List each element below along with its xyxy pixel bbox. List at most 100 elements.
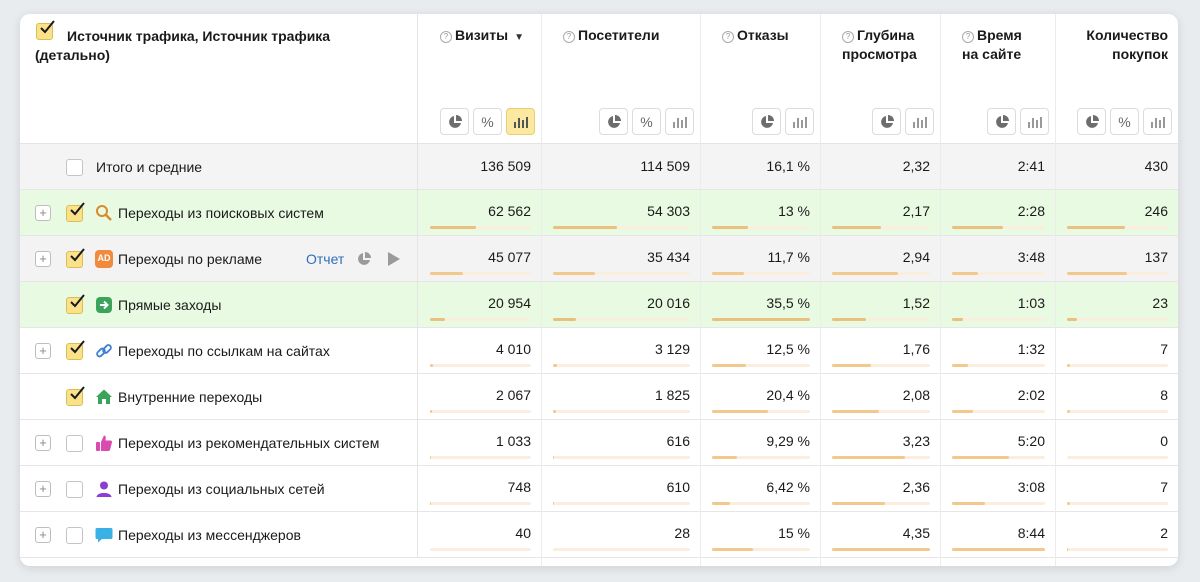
cell-value: 2,94 [902,249,930,265]
column-title-purchases[interactable]: Количество покупок [1086,26,1168,64]
row-label[interactable]: Переходы из рекомендательных систем [118,435,380,451]
cell-value: 0 [1160,433,1168,449]
column-title-visits[interactable]: ? Визиты ▼ [440,26,524,47]
report-link[interactable]: Отчет [306,251,345,267]
table-row[interactable]: Внутренние переходы 2 067 1 825 20,4 % 2,08 2… [20,374,1178,420]
cell-bar [553,410,690,413]
cell-value: 28 [674,525,690,541]
total-checkbox[interactable] [66,159,83,176]
table-row[interactable]: Прямые заходы 20 954 20 016 35,5 % 1,52 1:03 2… [20,282,1178,328]
row-label[interactable]: Прямые заходы [118,297,222,313]
cell-visits: 20 954 [418,282,541,328]
cell-bar-fill [712,364,747,367]
pie-chart-button[interactable] [1077,108,1106,135]
table-row[interactable]: + Переходы по ссылкам на сайтах 4 010 3 129… [20,328,1178,374]
cell-value: 3 129 [654,341,690,357]
cell-depth: 2,94 [820,236,940,282]
help-icon[interactable]: ? [962,31,974,43]
table-row[interactable]: + Переходы из социальных сетей 748 610 6,42 … [20,466,1178,512]
row-checkbox[interactable] [66,294,85,314]
pie-chart-button[interactable] [599,108,628,135]
row-label[interactable]: Переходы по рекламе [118,251,263,267]
cell-bar-fill [553,456,555,459]
row-label[interactable]: Переходы по ссылкам на сайтах [118,343,330,359]
help-icon[interactable]: ? [440,31,452,43]
checkmark-icon [70,386,85,400]
bar-chart-button[interactable] [506,108,535,135]
help-icon[interactable]: ? [842,31,854,43]
bar-chart-button[interactable] [1143,108,1172,135]
expand-button[interactable]: + [35,205,51,221]
link-icon [95,342,113,360]
cell-value: 610 [666,479,690,495]
row-label[interactable]: Переходы из социальных сетей [118,481,325,497]
table-row[interactable]: + Переходы из поисковых систем 62 562 54 30… [20,190,1178,236]
cell-bar-fill [430,272,464,275]
cell-value: 35,5 % [766,295,810,311]
pie-chart-button[interactable] [987,108,1016,135]
expand-button[interactable]: + [35,481,51,497]
column-title-depth[interactable]: ? Глубина просмотра [842,26,917,64]
cell-bar-fill [832,226,881,229]
bar-chart-button[interactable] [1020,108,1049,135]
bar-chart-button[interactable] [665,108,694,135]
row-dimension: Внутренние переходы [20,374,418,420]
pie-chart-button[interactable] [440,108,469,135]
table-row[interactable]: + Переходы из рекомендательных систем 1 03… [20,420,1178,466]
row-checkbox[interactable] [66,527,83,544]
table-row[interactable]: + AD Переходы по рекламе Отчет 45 077 35 434 1… [20,236,1178,282]
row-checkbox[interactable] [66,481,83,498]
cell-bar-fill [952,226,1004,229]
row-checkbox[interactable] [66,386,85,406]
expand-button[interactable]: + [35,251,51,267]
play-icon[interactable] [388,252,400,266]
pie-chart-button[interactable] [872,108,901,135]
row-label[interactable]: Переходы из поисковых систем [118,205,324,221]
select-all-checkbox[interactable] [36,20,55,40]
dimension-title[interactable]: Источник трафика, Источник трафика (дета… [35,27,395,65]
cell-bar [832,410,930,413]
cell-purchases: 246 [1055,190,1178,236]
cell-bar [430,410,531,413]
cell-bar [832,364,930,367]
pie-chart-button[interactable] [752,108,781,135]
pie-chart-icon[interactable] [356,251,372,272]
expand-button[interactable]: + [35,435,51,451]
expand-button[interactable]: + [35,343,51,359]
row-checkbox[interactable] [66,248,85,268]
cell-bounces: 13 % [700,190,820,236]
cell-bar-fill [553,318,577,321]
row-checkbox[interactable] [66,435,83,452]
cell-bar [1067,226,1168,229]
bar-chart-button[interactable] [785,108,814,135]
row-label[interactable]: Переходы из мессенджеров [118,527,301,543]
expand-button[interactable]: + [35,527,51,543]
cell-value: 40 [515,525,531,541]
table-row[interactable]: + Переходы из мессенджеров 40 28 15 % 4,35 8:4… [20,512,1178,558]
column-title-text: Отказы [737,27,789,43]
chat-icon [95,526,113,544]
cell-bar [952,272,1045,275]
cell-bar-fill [832,364,872,367]
cell-value: 430 [1144,158,1168,174]
column-title-visitors[interactable]: ? Посетители [563,26,659,45]
column-title-bounces[interactable]: ? Отказы [722,26,789,45]
sort-desc-icon[interactable]: ▼ [514,32,525,43]
total-row: Итого и средние 136 509 114 509 16,1 % 2,32 2… [20,144,1178,190]
row-checkbox[interactable] [66,340,85,360]
row-dimension: + AD Переходы по рекламе Отчет [20,236,418,282]
percent-button[interactable]: % [473,108,502,135]
row-checkbox[interactable] [66,202,85,222]
help-icon[interactable]: ? [722,31,734,43]
cell-bar-fill [832,502,885,505]
column-title-time[interactable]: ? Время на сайте [962,26,1022,64]
percent-button[interactable]: % [1110,108,1139,135]
help-icon[interactable]: ? [563,31,575,43]
row-label[interactable]: Внутренние переходы [118,389,263,405]
percent-button[interactable]: % [632,108,661,135]
view-mode-buttons [752,108,814,135]
view-mode-buttons [987,108,1049,135]
cell-bar-fill [952,456,1009,459]
bar-chart-button[interactable] [905,108,934,135]
cell-bar [1067,318,1168,321]
